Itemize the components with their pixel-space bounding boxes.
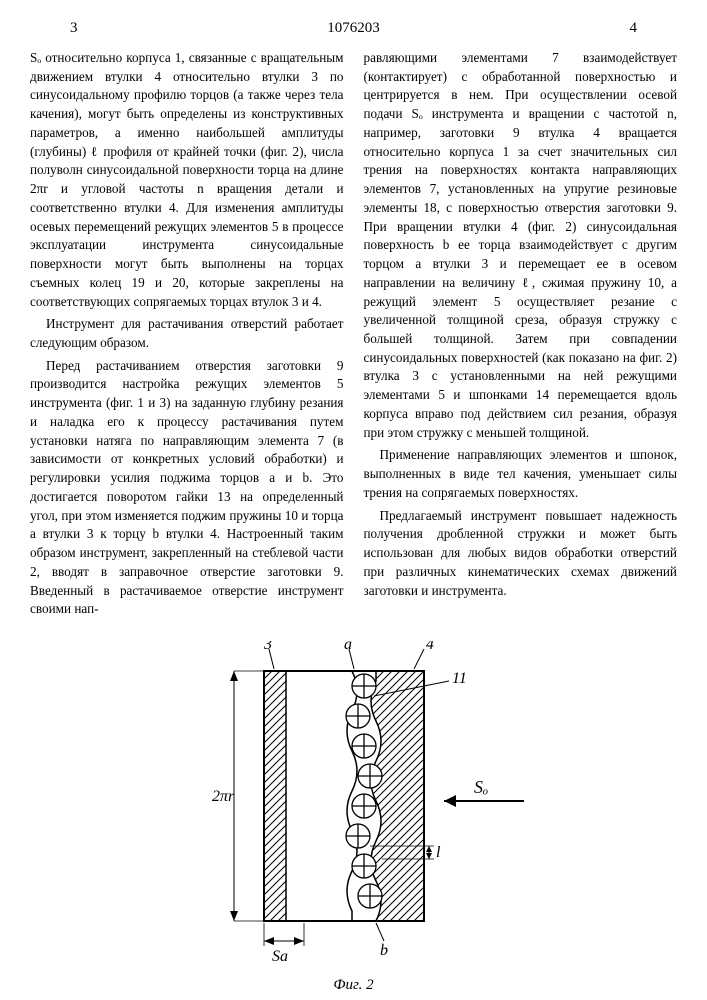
left-column: Sₒ относительно корпуса 1, связанные с в…	[30, 49, 344, 623]
page-number-right: 4	[607, 20, 637, 37]
left-para-3: Перед растачиванием отверстия заготовки …	[30, 357, 344, 619]
figure-caption: Фиг. 2	[30, 977, 677, 994]
document-number: 1076203	[100, 20, 607, 37]
figure-2: 3 a 4 11 Sₒ 2πr l	[30, 641, 677, 994]
fig-label-b: b	[380, 942, 388, 959]
right-para-3: Предлагаемый инструмент повышает надежно…	[364, 507, 678, 601]
fig-label-11: 11	[452, 670, 467, 687]
left-para-1: Sₒ относительно корпуса 1, связанные с в…	[30, 49, 344, 311]
fig-label-3: 3	[263, 641, 272, 653]
page-number-left: 3	[70, 20, 100, 37]
right-para-2: Применение направляющих элементов и шпон…	[364, 446, 678, 502]
fig-label-l: l	[436, 844, 441, 861]
fig-label-4: 4	[426, 641, 434, 653]
left-para-2: Инструмент для растачивания отверстий ра…	[30, 315, 344, 352]
right-column: равляющими элементами 7 взаимодействует …	[364, 49, 678, 623]
right-para-1: равляющими элементами 7 взаимодействует …	[364, 49, 678, 442]
header-row: 3 1076203 4	[30, 20, 677, 37]
patent-page: 3 1076203 4 Sₒ относительно корпуса 1, с…	[0, 0, 707, 1000]
fig-label-a: a	[344, 641, 352, 653]
fig-label-so: Sₒ	[474, 777, 488, 797]
fig-label-sa: Sa	[272, 948, 288, 965]
fig-label-2pir: 2πr	[212, 788, 235, 805]
figure-2-svg: 3 a 4 11 Sₒ 2πr l	[174, 641, 534, 971]
text-columns: Sₒ относительно корпуса 1, связанные с в…	[30, 49, 677, 623]
